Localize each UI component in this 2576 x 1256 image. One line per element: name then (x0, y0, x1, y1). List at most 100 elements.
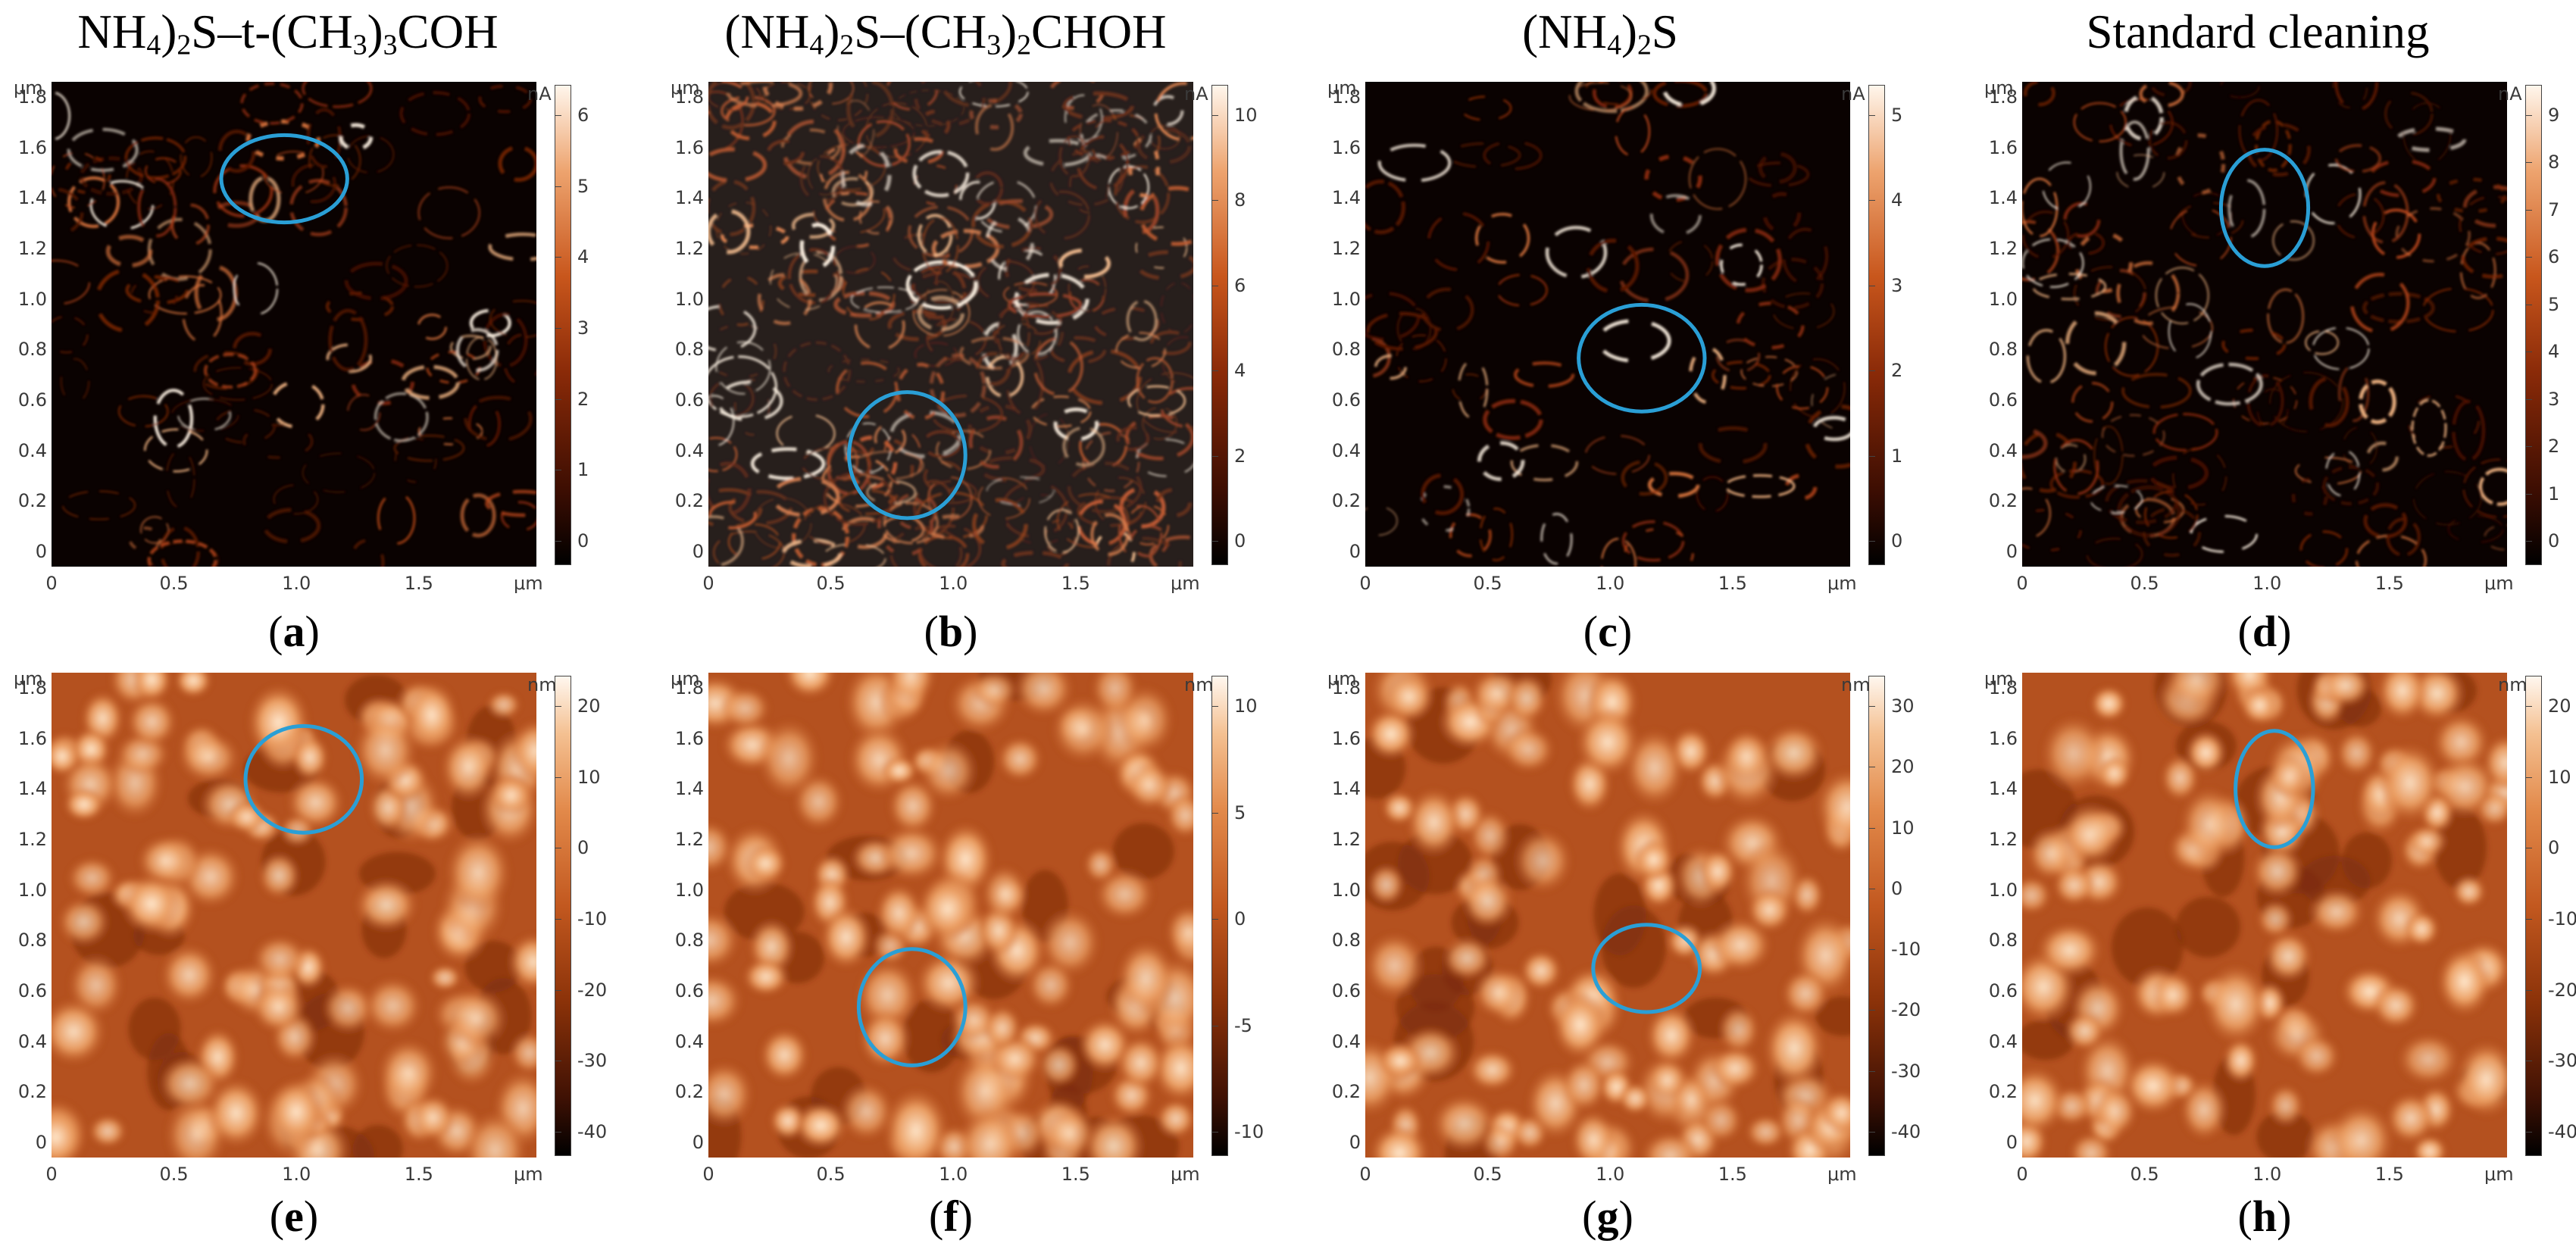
grain-boundary-contrast (983, 198, 1054, 230)
y-tick-label: 0.2 (674, 490, 704, 512)
grain-boundary-contrast (1540, 513, 1573, 565)
grain (2455, 1040, 2507, 1118)
panel-label-letter: c (1598, 607, 1618, 656)
y-tick-label: 1.4 (674, 778, 704, 800)
grain-boundary-contrast (60, 358, 90, 404)
y-tick-label: 0.2 (17, 490, 47, 512)
grain-boundary-contrast (1688, 148, 1747, 211)
grain-boundary-contrast (842, 267, 896, 320)
grain (440, 733, 496, 801)
grain-boundary-contrast (1477, 441, 1525, 482)
grain-boundary-contrast (1474, 212, 1530, 264)
y-tick-label: 0.6 (1331, 389, 1361, 411)
grain-boundary-contrast (2022, 427, 2048, 460)
grain-boundary-contrast (117, 395, 169, 428)
y-tick-label: 1.2 (1988, 238, 2018, 259)
grain-boundary-contrast (417, 186, 481, 239)
grain-boundary-contrast (2177, 202, 2244, 239)
grain-boundary-contrast (1067, 119, 1140, 161)
colorbar-tick-label: 1 (1868, 445, 1929, 467)
grain-boundary-contrast (2117, 485, 2181, 538)
grain-boundary-contrast (153, 389, 194, 449)
y-tick-label: 1.0 (1331, 879, 1361, 901)
colorbar-tick-label: 2 (1868, 360, 1929, 381)
grain-boundary-contrast (483, 312, 528, 368)
y-tick-label: 0 (2005, 541, 2018, 562)
y-tick-label: 0.6 (1988, 980, 2018, 1001)
grain (1763, 1008, 1825, 1088)
y-axis-unit: μm (1984, 77, 2014, 98)
grain (2412, 1135, 2448, 1158)
grain (258, 851, 301, 899)
grain (916, 875, 979, 943)
grain-boundary-contrast (1696, 476, 1729, 513)
grain (708, 1061, 755, 1127)
grain-boundary-contrast (1155, 487, 1193, 517)
grain (2267, 1084, 2304, 1127)
grain-boundary-contrast (913, 164, 958, 205)
y-tick-label: 0.4 (1988, 1030, 2018, 1052)
colorbar-tick-label: 10 (1211, 695, 1272, 717)
y-tick-label: 0.4 (674, 1030, 704, 1052)
grain (444, 989, 508, 1049)
grain-boundary-contrast (302, 82, 373, 108)
grain-boundary-contrast (1119, 486, 1166, 529)
grain-boundary-contrast (2093, 426, 2124, 485)
x-tick-label: 0.5 (1473, 573, 1502, 594)
grain-boundary-contrast (1784, 473, 1818, 501)
highlight-ellipse (243, 723, 364, 835)
grain-boundary-contrast (1746, 161, 1810, 188)
y-tick-label: 0.4 (1988, 439, 2018, 461)
y-tick-label: 1.8 (1331, 677, 1361, 698)
grain (488, 773, 534, 817)
grain-boundary-contrast (346, 393, 381, 431)
grain (708, 973, 744, 1029)
colorbar-tick-label: 8 (2525, 152, 2576, 173)
grain-boundary-contrast (464, 395, 533, 442)
panel-label: (a) (249, 606, 339, 657)
grain-boundary-contrast (1129, 524, 1169, 558)
grain-boundary-contrast (1804, 404, 1850, 469)
grain-boundary-contrast (2026, 329, 2067, 385)
colorbar-tick-label: -10 (1868, 939, 1929, 960)
y-tick-label: 0.6 (674, 389, 704, 411)
grain-boundary-contrast (840, 143, 892, 207)
x-tick-label: 1.0 (2252, 1164, 2282, 1185)
x-tick-label: 0 (2016, 573, 2028, 594)
colorbar-tick-label: 0 (2525, 530, 2576, 551)
grain-boundary-contrast (1045, 519, 1077, 555)
grain-boundary-contrast (170, 398, 239, 433)
grain-boundary-contrast (996, 305, 1030, 362)
grain-boundary-contrast (2233, 376, 2298, 424)
grain-boundary-contrast (1365, 180, 1405, 235)
x-tick-label: 1.0 (282, 573, 311, 594)
grain (855, 959, 920, 1031)
grain-boundary-contrast (2371, 208, 2421, 259)
grain-boundary-contrast (393, 434, 465, 462)
grain-boundary-contrast (2256, 388, 2289, 430)
grain-boundary-contrast (1782, 227, 1829, 286)
grain (996, 736, 1043, 782)
grain-boundary-contrast (917, 214, 953, 257)
highlight-ellipse (219, 133, 349, 225)
title-text: S–t-(CH (191, 5, 353, 58)
grain-boundary-contrast (936, 430, 992, 470)
panel-label: (h) (2219, 1191, 2310, 1242)
x-axis-unit: μm (2484, 1164, 2514, 1185)
colorbar-tick-label: 4 (555, 246, 615, 267)
grain (2327, 1103, 2395, 1158)
grain-boundary-contrast (2155, 267, 2209, 325)
title-subscript: 3 (352, 29, 367, 61)
x-tick-label: 1.5 (1061, 573, 1090, 594)
colorbar-tick-label: 10 (1211, 105, 1272, 126)
x-tick-label: 0.5 (2130, 573, 2159, 594)
x-tick-label: 0 (1359, 573, 1371, 594)
grain-boundary-contrast (182, 283, 223, 344)
colorbar (1211, 676, 1228, 1156)
valley (1593, 873, 1646, 956)
grain-boundary-contrast (2022, 508, 2082, 552)
grain-boundary-contrast (489, 299, 536, 339)
grain-boundary-contrast (1067, 348, 1143, 405)
grain-boundary-contrast (2168, 207, 2232, 267)
grain (126, 695, 178, 748)
